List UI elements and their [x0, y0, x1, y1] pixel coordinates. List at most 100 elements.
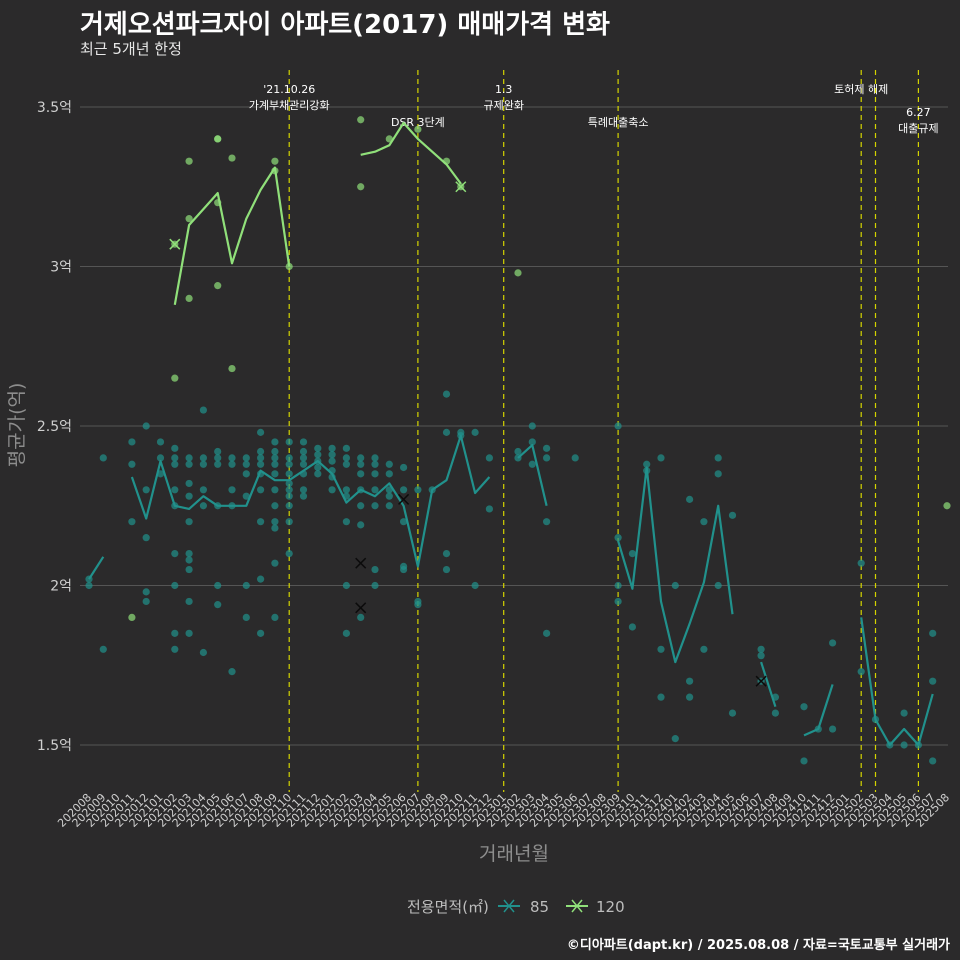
point-85 [929, 629, 937, 637]
point-85 [185, 629, 193, 637]
chart-title: 거제오션파크자이 아파트(2017) 매매가격 변화 [80, 10, 610, 40]
point-85 [228, 668, 236, 676]
point-120 [214, 135, 222, 143]
legend-label-120: 120 [596, 898, 625, 916]
point-120 [357, 116, 365, 124]
point-85 [400, 486, 408, 494]
point-85 [299, 438, 308, 446]
point-85 [657, 645, 665, 653]
point-85 [328, 457, 336, 465]
point-85 [385, 470, 393, 478]
point-85 [900, 709, 908, 717]
point-85 [371, 502, 379, 510]
point-85 [214, 447, 222, 456]
point-85 [257, 428, 265, 436]
point-85 [99, 645, 107, 653]
point-85 [257, 518, 265, 526]
point-85 [371, 470, 379, 478]
point-85 [214, 460, 222, 468]
point-85 [357, 521, 365, 529]
point-85 [614, 534, 622, 542]
point-85 [257, 460, 265, 468]
y-axis-title: 평균가(억) [6, 383, 28, 468]
point-85 [199, 460, 207, 468]
point-85 [929, 677, 937, 685]
point-85 [142, 422, 150, 430]
point-85 [442, 565, 451, 574]
point-85 [800, 757, 808, 765]
point-85 [185, 518, 193, 526]
point-85 [271, 524, 279, 532]
point-85 [414, 486, 422, 494]
point-85 [299, 460, 308, 468]
series-line-85 [760, 661, 777, 708]
point-85 [285, 454, 293, 462]
point-85 [357, 460, 365, 468]
point-85 [371, 454, 379, 462]
point-85 [299, 447, 308, 456]
event-label: DSR 3단계 [391, 116, 445, 129]
point-85 [414, 601, 422, 609]
point-85 [328, 486, 336, 494]
point-85 [271, 470, 279, 478]
point-85 [728, 709, 737, 717]
point-85 [829, 639, 837, 647]
point-85 [271, 460, 279, 468]
point-85 [385, 492, 393, 500]
point-85 [199, 406, 207, 414]
grid-lines [80, 106, 948, 746]
x-mark-85 [398, 493, 410, 505]
point-85 [285, 438, 293, 446]
point-85 [285, 492, 293, 500]
point-120 [185, 294, 193, 302]
point-85 [700, 645, 708, 653]
point-85 [857, 559, 865, 567]
point-120 [414, 125, 422, 133]
point-85 [371, 460, 379, 468]
series-line-85 [88, 556, 105, 580]
point-85 [199, 486, 207, 494]
point-85 [185, 565, 193, 574]
chart-subtitle: 최근 5개년 한정 [80, 40, 182, 58]
point-120 [128, 613, 136, 622]
point-85 [142, 588, 150, 596]
point-85 [357, 470, 365, 478]
x-mark-85 [355, 557, 367, 569]
point-85 [142, 534, 150, 542]
point-85 [85, 581, 93, 590]
point-85 [271, 559, 279, 567]
point-85 [271, 613, 279, 622]
point-85 [385, 460, 393, 468]
point-85 [543, 444, 551, 452]
point-85 [671, 735, 679, 743]
series-line-120 [173, 166, 291, 305]
point-85 [99, 454, 107, 462]
point-85 [285, 479, 293, 488]
x-mark-stroke [169, 238, 181, 250]
x-mark-stroke [355, 602, 367, 614]
point-85 [342, 629, 350, 637]
point-85 [214, 454, 222, 462]
point-85 [614, 581, 622, 590]
x-mark-120 [455, 181, 467, 193]
point-85 [257, 486, 265, 494]
point-85 [543, 629, 551, 637]
point-85 [314, 463, 322, 472]
legend: 전용면적(㎡) 85 120 [407, 898, 625, 916]
point-85 [199, 454, 207, 462]
point-85 [171, 645, 179, 653]
x-mark-stroke [455, 181, 467, 193]
point-85 [199, 648, 207, 657]
point-85 [299, 492, 308, 500]
point-85 [686, 495, 694, 503]
point-85 [714, 470, 722, 478]
point-85 [285, 470, 293, 478]
point-120 [185, 215, 193, 223]
point-85 [271, 454, 279, 462]
legend-mark-120 [571, 899, 583, 913]
point-85 [156, 438, 165, 446]
point-85 [142, 597, 150, 606]
point-85 [171, 550, 179, 558]
point-85 [171, 454, 179, 462]
legend-title: 전용면적(㎡) [407, 898, 489, 916]
